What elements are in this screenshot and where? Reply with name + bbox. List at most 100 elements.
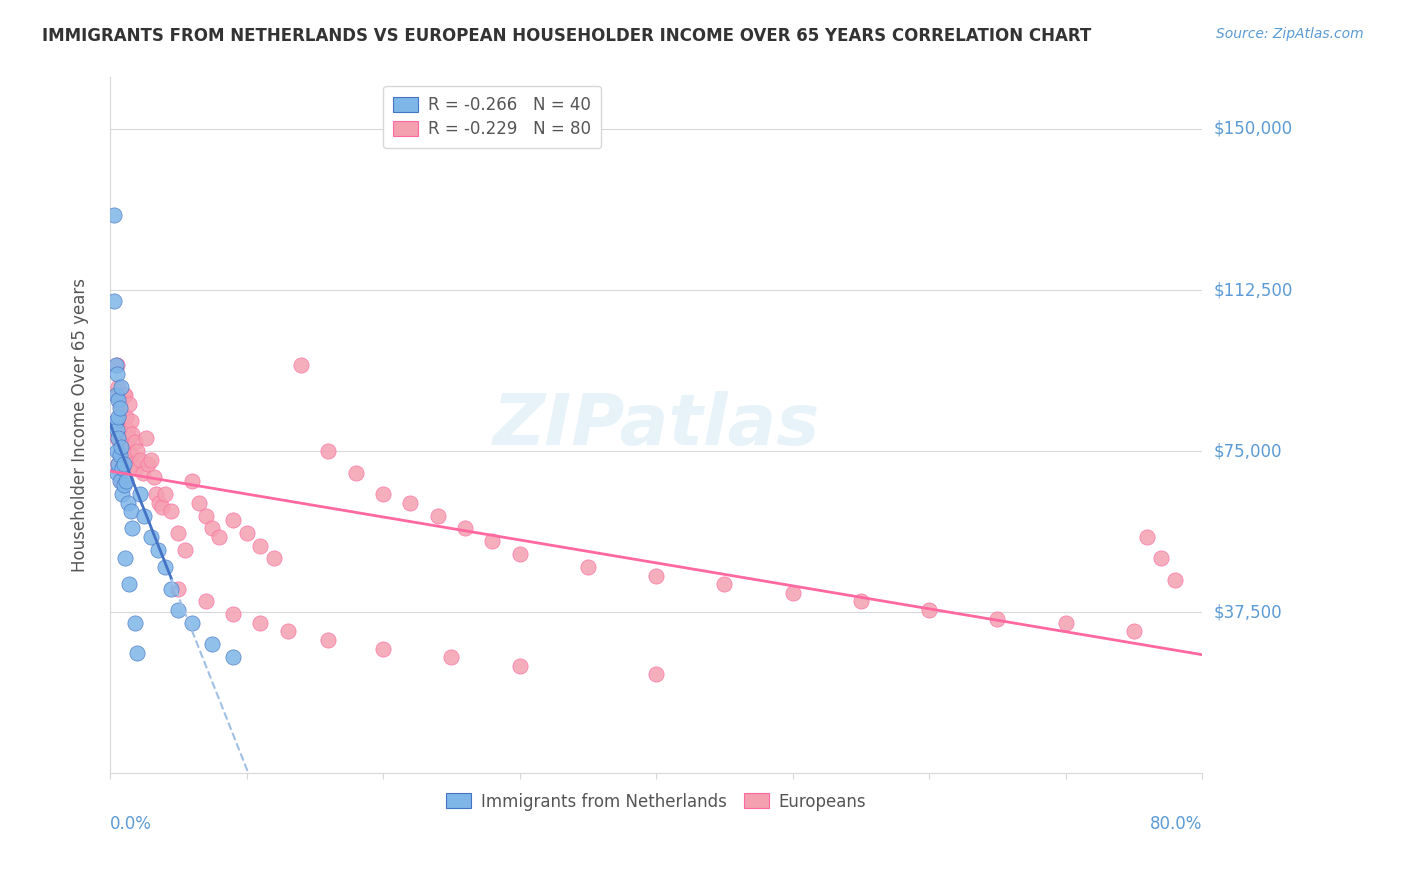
- Point: [107, 379, 129, 393]
- Point: [918, 603, 941, 617]
- Point: [148, 495, 170, 509]
- Point: [108, 449, 131, 463]
- Point: [121, 521, 143, 535]
- Point: [986, 611, 1008, 625]
- Point: [174, 542, 197, 557]
- Point: [849, 594, 872, 608]
- Point: [222, 513, 245, 527]
- Point: [371, 487, 394, 501]
- Point: [112, 388, 135, 402]
- Point: [645, 568, 668, 582]
- Point: [249, 615, 271, 630]
- Point: [127, 646, 149, 660]
- Text: IMMIGRANTS FROM NETHERLANDS VS EUROPEAN HOUSEHOLDER INCOME OVER 65 YEARS CORRELA: IMMIGRANTS FROM NETHERLANDS VS EUROPEAN …: [42, 27, 1091, 45]
- Point: [208, 530, 231, 544]
- Point: [263, 551, 285, 566]
- Point: [120, 449, 142, 463]
- Point: [1150, 551, 1173, 566]
- Point: [110, 474, 132, 488]
- Point: [104, 414, 127, 428]
- Point: [120, 414, 142, 428]
- Point: [344, 466, 367, 480]
- Point: [276, 624, 298, 639]
- Point: [108, 397, 131, 411]
- Point: [187, 495, 209, 509]
- Point: [399, 495, 422, 509]
- Point: [440, 650, 463, 665]
- Point: [139, 530, 162, 544]
- Point: [115, 409, 138, 424]
- Point: [201, 637, 224, 651]
- Point: [167, 525, 190, 540]
- Y-axis label: Householder Income Over 65 years: Householder Income Over 65 years: [72, 278, 89, 573]
- Point: [122, 457, 145, 471]
- Point: [167, 582, 190, 596]
- Point: [167, 603, 190, 617]
- Point: [120, 504, 142, 518]
- Point: [103, 208, 125, 222]
- Text: 80.0%: 80.0%: [1150, 815, 1202, 833]
- Point: [103, 293, 125, 308]
- Point: [194, 508, 217, 523]
- Point: [115, 474, 138, 488]
- Point: [121, 426, 143, 441]
- Point: [114, 440, 136, 454]
- Point: [118, 431, 141, 445]
- Point: [134, 508, 156, 523]
- Point: [117, 452, 139, 467]
- Text: ZIPatlas: ZIPatlas: [492, 391, 820, 459]
- Point: [782, 586, 804, 600]
- Point: [153, 560, 176, 574]
- Text: $150,000: $150,000: [1213, 120, 1292, 138]
- Point: [1054, 615, 1077, 630]
- Point: [127, 444, 149, 458]
- Point: [201, 521, 224, 535]
- Point: [107, 457, 129, 471]
- Text: $37,500: $37,500: [1213, 603, 1282, 621]
- Point: [108, 474, 131, 488]
- Point: [105, 466, 128, 480]
- Point: [110, 379, 132, 393]
- Point: [117, 495, 139, 509]
- Point: [576, 560, 599, 574]
- Point: [129, 452, 152, 467]
- Legend: Immigrants from Netherlands, Europeans: Immigrants from Netherlands, Europeans: [436, 782, 876, 821]
- Point: [108, 466, 131, 480]
- Point: [118, 577, 141, 591]
- Text: $112,500: $112,500: [1213, 281, 1292, 299]
- Point: [104, 388, 127, 402]
- Point: [114, 388, 136, 402]
- Point: [426, 508, 449, 523]
- Point: [105, 358, 128, 372]
- Point: [181, 615, 204, 630]
- Point: [105, 431, 128, 445]
- Point: [105, 423, 128, 437]
- Point: [108, 401, 131, 416]
- Point: [117, 423, 139, 437]
- Point: [124, 435, 146, 450]
- Point: [107, 431, 129, 445]
- Point: [235, 525, 257, 540]
- Point: [509, 547, 531, 561]
- Point: [146, 542, 169, 557]
- Point: [222, 650, 245, 665]
- Point: [111, 431, 134, 445]
- Point: [160, 504, 183, 518]
- Point: [136, 457, 159, 471]
- Point: [142, 470, 165, 484]
- Text: $75,000: $75,000: [1213, 442, 1282, 460]
- Point: [249, 539, 271, 553]
- Point: [1164, 573, 1187, 587]
- Point: [110, 414, 132, 428]
- Point: [454, 521, 477, 535]
- Point: [150, 500, 173, 514]
- Point: [125, 461, 148, 475]
- Point: [114, 551, 136, 566]
- Point: [160, 582, 183, 596]
- Point: [111, 487, 134, 501]
- Point: [111, 461, 134, 475]
- Text: Source: ZipAtlas.com: Source: ZipAtlas.com: [1216, 27, 1364, 41]
- Point: [222, 607, 245, 622]
- Point: [104, 358, 127, 372]
- Point: [194, 594, 217, 608]
